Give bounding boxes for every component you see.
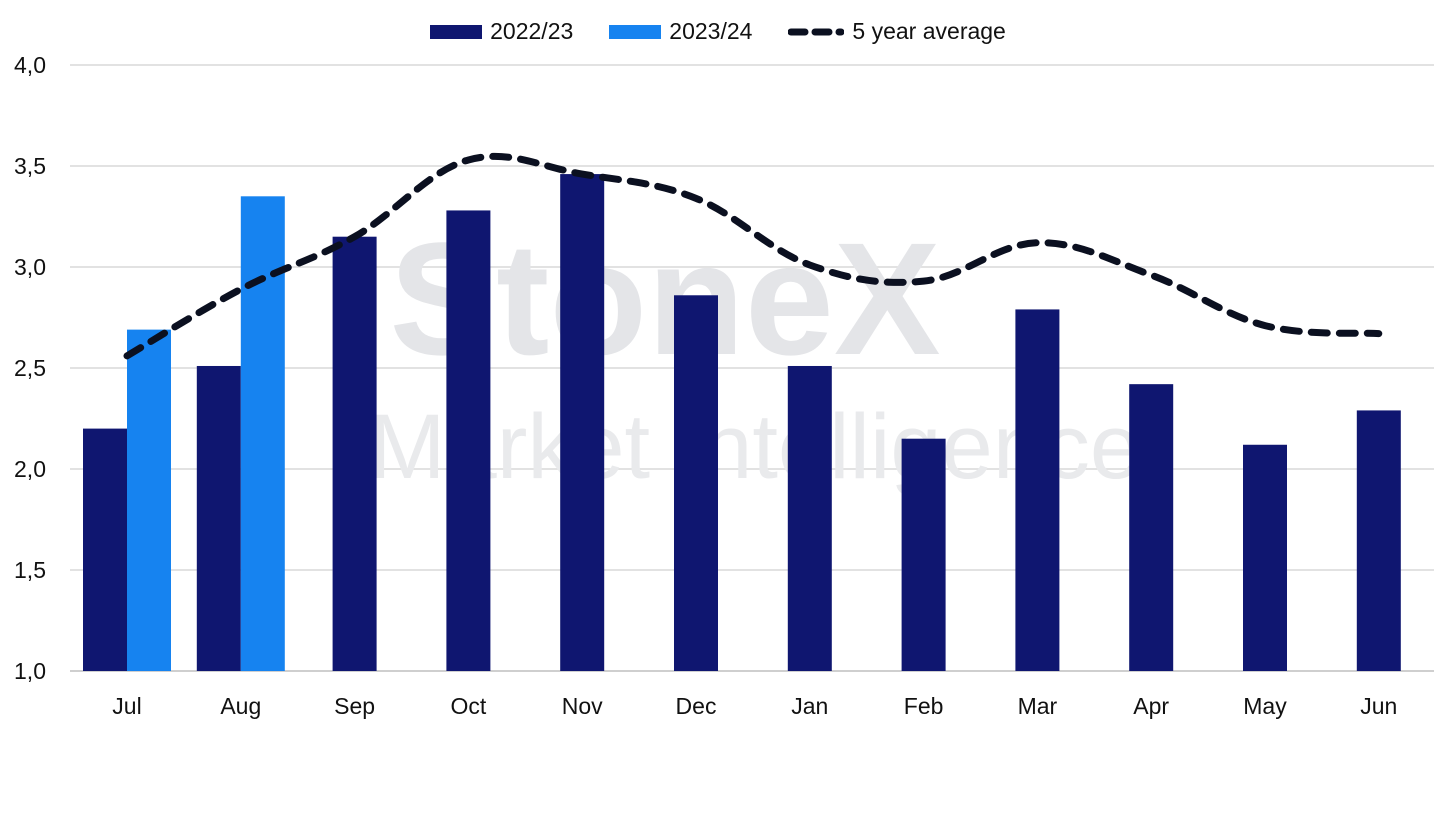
x-tick-label: May — [1243, 693, 1287, 719]
y-tick-label: 1,5 — [14, 557, 46, 583]
x-tick-label: Nov — [562, 693, 603, 719]
x-tick-label: Dec — [676, 693, 717, 719]
bar-2022-23-jul — [83, 429, 127, 671]
x-axis: Jul Aug Sep Oct Nov Dec Jan Feb Mar Apr May Jun — [112, 693, 1397, 719]
x-tick-label: Jul — [112, 693, 141, 719]
x-tick-label: Sep — [334, 693, 375, 719]
bar-2022-23-aug — [197, 366, 241, 671]
x-tick-label: Oct — [451, 693, 487, 719]
x-tick-label: Feb — [904, 693, 944, 719]
bar-2022-23-oct — [446, 210, 490, 671]
x-tick-label: Jan — [791, 693, 828, 719]
y-tick-label: 3,0 — [14, 254, 46, 280]
x-tick-label: Jun — [1360, 693, 1397, 719]
bar-2022-23-dec — [674, 295, 718, 671]
x-tick-label: Apr — [1133, 693, 1169, 719]
y-tick-label: 1,0 — [14, 658, 46, 684]
bar-2022-23-feb — [902, 439, 946, 671]
bar-2022-23-jun — [1357, 410, 1401, 671]
bar-2022-23-jan — [788, 366, 832, 671]
x-tick-label: Mar — [1018, 693, 1058, 719]
bar-2023-24-jul — [127, 330, 171, 671]
bar-2022-23-sep — [333, 237, 377, 671]
y-tick-label: 2,5 — [14, 355, 46, 381]
bar-2022-23-mar — [1015, 309, 1059, 671]
bar-2023-24-aug — [241, 196, 285, 671]
x-tick-label: Aug — [220, 693, 261, 719]
y-tick-label: 4,0 — [14, 52, 46, 78]
bar-2022-23-apr — [1129, 384, 1173, 671]
y-tick-label: 2,0 — [14, 456, 46, 482]
bar-2022-23-nov — [560, 174, 604, 671]
y-tick-label: 3,5 — [14, 153, 46, 179]
y-axis: 1,0 1,5 2,0 2,5 3,0 3,5 4,0 — [14, 52, 46, 684]
bar-2022-23-may — [1243, 445, 1287, 671]
